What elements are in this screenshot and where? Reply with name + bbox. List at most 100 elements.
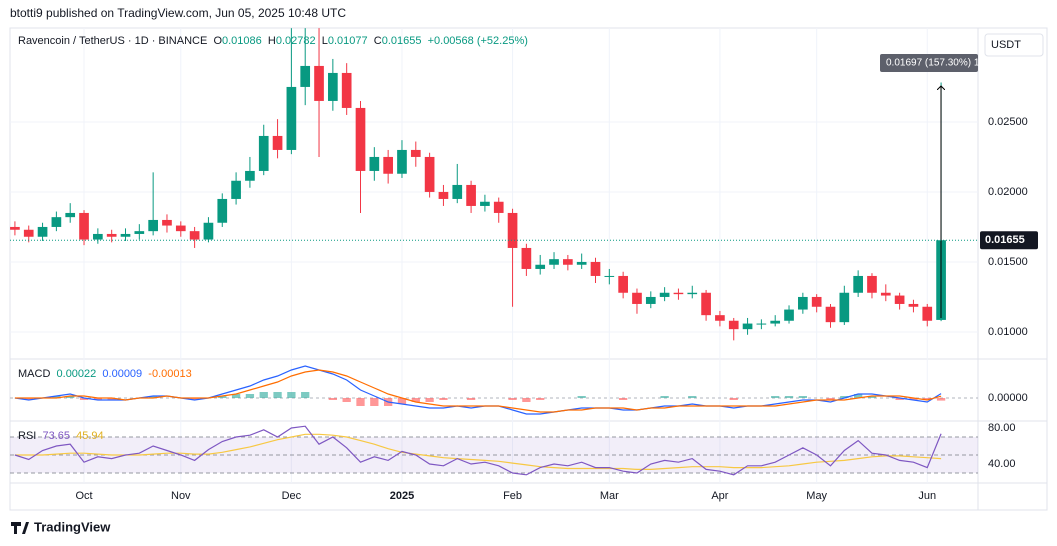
histogram-bar [259, 392, 268, 398]
candle-body [37, 226, 48, 237]
macd-title: MACD [18, 368, 51, 380]
candle-body [466, 184, 476, 206]
x-tick-label: 2025 [390, 490, 414, 502]
histogram-bar [301, 392, 310, 398]
candle-body [687, 292, 698, 295]
histogram-bar [397, 398, 407, 404]
histogram-bar [93, 398, 102, 400]
candle-body [245, 170, 255, 181]
candle-body [756, 323, 767, 325]
x-tick-label: May [806, 490, 827, 502]
histogram-bar [356, 398, 365, 406]
histogram-bar [619, 398, 628, 400]
histogram-bar [342, 398, 351, 402]
candle-body [922, 306, 933, 321]
candle-body [742, 323, 753, 330]
histogram-bar [508, 398, 517, 400]
candle-body [618, 275, 628, 293]
candle-body [369, 156, 380, 171]
ohlc-label: L [321, 35, 328, 47]
ohlc-value: 0.02782 [275, 35, 316, 47]
currency-button[interactable] [984, 33, 1044, 57]
rsi-line [14, 425, 942, 476]
histogram-bar [245, 394, 255, 398]
candle-body [701, 292, 711, 316]
candle-body [452, 184, 463, 199]
ohlc-label: H [267, 35, 276, 47]
x-tick-label: Jun [918, 490, 936, 502]
histogram-bar [784, 396, 794, 398]
candle-body [10, 226, 20, 230]
ohlc-value: 0.01077 [327, 35, 368, 47]
candle-body [286, 86, 297, 150]
currency[interactable]: USDT [991, 39, 1021, 51]
hist-value: -0.00013 [148, 368, 192, 380]
x-tick-label: Nov [171, 490, 191, 502]
candle-body [853, 275, 863, 293]
candle-body [839, 292, 850, 323]
histogram-bar [107, 398, 116, 400]
histogram-bar [190, 398, 199, 400]
x-tick-label: Apr [711, 490, 728, 502]
frame [9, 27, 1048, 511]
candle-body [65, 212, 76, 218]
candle-body [480, 201, 490, 206]
price-tag [980, 231, 1038, 250]
histogram-bar [826, 398, 835, 400]
candle-body [604, 275, 615, 277]
histogram-bar [923, 398, 932, 400]
ohlc-label: O [213, 35, 222, 47]
candle-body [383, 156, 393, 174]
histogram-bar [536, 398, 545, 400]
histogram-bar [425, 398, 434, 402]
candle-body [867, 275, 877, 293]
candle-body [397, 149, 407, 174]
histogram-bar [771, 396, 780, 398]
histogram-bar [798, 396, 807, 398]
x-tick-label: Oct [75, 490, 92, 502]
published: btotti9 published on TradingView.com, Ju… [10, 6, 346, 20]
candle-body [23, 229, 34, 237]
macd-value: 0.00022 [56, 368, 97, 380]
y-tick-label: 0.01500 [988, 256, 1028, 268]
candle-body [51, 217, 62, 227]
y-tick-label: 40.00 [988, 458, 1016, 470]
histogram-bar [660, 396, 669, 398]
candle-body [120, 233, 131, 237]
macd-legend: MACD 0.00022 0.00009 -0.00013 [18, 368, 192, 380]
candle-body [162, 219, 172, 226]
rsi_ma-line [14, 433, 942, 471]
histogram-bar [328, 398, 337, 400]
price-tag-label: 0.01655 [985, 234, 1025, 246]
candle-body [300, 65, 311, 87]
candle-body [217, 198, 228, 223]
candle-body [493, 201, 504, 213]
candle-body [908, 303, 919, 307]
candle-body [258, 135, 269, 171]
ohlc-label: C [373, 35, 382, 47]
candle-body [894, 295, 905, 304]
candle-body [770, 320, 781, 324]
tv-logo [11, 522, 29, 534]
histogram-bar [66, 396, 75, 398]
candle-body [79, 212, 89, 240]
candle-body [231, 180, 241, 199]
candle-body [590, 261, 601, 276]
candle-body [328, 72, 338, 101]
symbol-legend: Ravencoin / TetherUS · 1D · BINANCE O0.0… [18, 35, 528, 47]
y-tick-label: 0.02500 [988, 116, 1028, 128]
signal-value: 0.00009 [102, 368, 143, 380]
candle-body [563, 259, 573, 265]
candle-body [645, 296, 656, 304]
histogram-bar [149, 396, 158, 398]
histogram-bar [577, 396, 586, 398]
candle-body [673, 292, 684, 295]
candle-body [134, 231, 145, 234]
x-tick-label: Mar [600, 490, 619, 502]
candle-body [784, 309, 794, 321]
candle-body [521, 247, 532, 269]
candle-body [93, 233, 103, 240]
candle-body [825, 306, 836, 323]
candle-body [424, 156, 435, 192]
